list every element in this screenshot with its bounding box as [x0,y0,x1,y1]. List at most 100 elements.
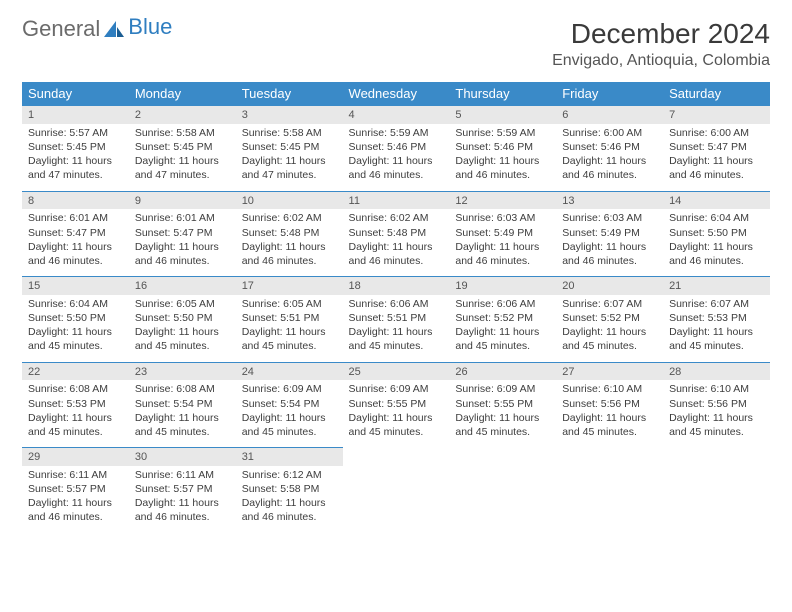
sunset-text: Sunset: 5:50 PM [669,226,764,240]
daylight-text: Daylight: 11 hours and 46 minutes. [242,496,337,524]
day-number-cell: 7 [663,106,770,124]
weekday-header: Friday [556,82,663,106]
daylight-text: Daylight: 11 hours and 45 minutes. [562,325,657,353]
day-number-cell: 30 [129,448,236,466]
day-info-cell: Sunrise: 5:58 AMSunset: 5:45 PMDaylight:… [236,124,343,191]
logo-sail-icon [102,19,128,39]
daylight-text: Daylight: 11 hours and 45 minutes. [135,325,230,353]
sunset-text: Sunset: 5:47 PM [28,226,123,240]
day-number-cell [449,448,556,466]
sunrise-text: Sunrise: 6:10 AM [562,382,657,396]
daylight-text: Daylight: 11 hours and 45 minutes. [349,325,444,353]
day-info-cell: Sunrise: 6:05 AMSunset: 5:50 PMDaylight:… [129,295,236,362]
day-info-row: Sunrise: 6:08 AMSunset: 5:53 PMDaylight:… [22,380,770,447]
sunrise-text: Sunrise: 6:07 AM [669,297,764,311]
day-number-row: 293031 [22,448,770,466]
daylight-text: Daylight: 11 hours and 45 minutes. [135,411,230,439]
day-number-cell: 27 [556,362,663,380]
day-info-cell: Sunrise: 6:10 AMSunset: 5:56 PMDaylight:… [663,380,770,447]
sunset-text: Sunset: 5:52 PM [562,311,657,325]
sunrise-text: Sunrise: 6:00 AM [669,126,764,140]
sunrise-text: Sunrise: 5:59 AM [349,126,444,140]
daylight-text: Daylight: 11 hours and 47 minutes. [28,154,123,182]
daylight-text: Daylight: 11 hours and 46 minutes. [349,154,444,182]
day-number-row: 22232425262728 [22,362,770,380]
calendar-body: 1234567Sunrise: 5:57 AMSunset: 5:45 PMDa… [22,106,770,533]
sunrise-text: Sunrise: 6:07 AM [562,297,657,311]
day-number-cell: 31 [236,448,343,466]
daylight-text: Daylight: 11 hours and 45 minutes. [562,411,657,439]
day-info-cell: Sunrise: 6:03 AMSunset: 5:49 PMDaylight:… [556,209,663,276]
daylight-text: Daylight: 11 hours and 46 minutes. [669,154,764,182]
day-info-cell: Sunrise: 6:03 AMSunset: 5:49 PMDaylight:… [449,209,556,276]
title-block: December 2024 Envigado, Antioquia, Colom… [552,18,770,70]
sunset-text: Sunset: 5:57 PM [28,482,123,496]
sunset-text: Sunset: 5:53 PM [669,311,764,325]
daylight-text: Daylight: 11 hours and 46 minutes. [242,240,337,268]
daylight-text: Daylight: 11 hours and 46 minutes. [562,240,657,268]
day-info-cell: Sunrise: 6:12 AMSunset: 5:58 PMDaylight:… [236,466,343,533]
sunset-text: Sunset: 5:55 PM [455,397,550,411]
day-info-cell: Sunrise: 5:59 AMSunset: 5:46 PMDaylight:… [449,124,556,191]
sunset-text: Sunset: 5:45 PM [28,140,123,154]
sunrise-text: Sunrise: 6:04 AM [28,297,123,311]
day-number-row: 15161718192021 [22,277,770,295]
daylight-text: Daylight: 11 hours and 46 minutes. [349,240,444,268]
day-info-cell [556,466,663,533]
day-info-cell: Sunrise: 6:11 AMSunset: 5:57 PMDaylight:… [129,466,236,533]
sunset-text: Sunset: 5:56 PM [669,397,764,411]
day-number-cell: 3 [236,106,343,124]
daylight-text: Daylight: 11 hours and 46 minutes. [28,240,123,268]
sunrise-text: Sunrise: 6:10 AM [669,382,764,396]
day-info-cell: Sunrise: 6:10 AMSunset: 5:56 PMDaylight:… [556,380,663,447]
sunrise-text: Sunrise: 6:03 AM [562,211,657,225]
sunset-text: Sunset: 5:49 PM [455,226,550,240]
day-info-cell: Sunrise: 6:08 AMSunset: 5:53 PMDaylight:… [22,380,129,447]
day-info-cell: Sunrise: 6:11 AMSunset: 5:57 PMDaylight:… [22,466,129,533]
daylight-text: Daylight: 11 hours and 46 minutes. [135,240,230,268]
sunrise-text: Sunrise: 6:05 AM [242,297,337,311]
sunset-text: Sunset: 5:45 PM [135,140,230,154]
daylight-text: Daylight: 11 hours and 45 minutes. [455,411,550,439]
day-info-row: Sunrise: 6:01 AMSunset: 5:47 PMDaylight:… [22,209,770,276]
sunrise-text: Sunrise: 6:05 AM [135,297,230,311]
sunset-text: Sunset: 5:56 PM [562,397,657,411]
day-number-cell: 26 [449,362,556,380]
weekday-header-row: Sunday Monday Tuesday Wednesday Thursday… [22,82,770,106]
day-number-cell: 29 [22,448,129,466]
sunset-text: Sunset: 5:51 PM [349,311,444,325]
day-number-cell: 4 [343,106,450,124]
daylight-text: Daylight: 11 hours and 46 minutes. [669,240,764,268]
daylight-text: Daylight: 11 hours and 45 minutes. [455,325,550,353]
daylight-text: Daylight: 11 hours and 45 minutes. [349,411,444,439]
day-number-cell: 20 [556,277,663,295]
sunset-text: Sunset: 5:52 PM [455,311,550,325]
day-number-cell: 2 [129,106,236,124]
day-info-cell: Sunrise: 5:59 AMSunset: 5:46 PMDaylight:… [343,124,450,191]
day-number-cell: 12 [449,191,556,209]
sunrise-text: Sunrise: 6:01 AM [28,211,123,225]
day-number-cell [343,448,450,466]
day-info-row: Sunrise: 6:11 AMSunset: 5:57 PMDaylight:… [22,466,770,533]
sunrise-text: Sunrise: 6:08 AM [28,382,123,396]
sunset-text: Sunset: 5:57 PM [135,482,230,496]
day-info-cell: Sunrise: 6:04 AMSunset: 5:50 PMDaylight:… [22,295,129,362]
day-number-cell: 17 [236,277,343,295]
sunset-text: Sunset: 5:45 PM [242,140,337,154]
sunset-text: Sunset: 5:46 PM [349,140,444,154]
day-number-cell: 21 [663,277,770,295]
day-info-cell: Sunrise: 6:09 AMSunset: 5:54 PMDaylight:… [236,380,343,447]
day-number-cell: 25 [343,362,450,380]
day-number-cell: 19 [449,277,556,295]
sunset-text: Sunset: 5:46 PM [562,140,657,154]
daylight-text: Daylight: 11 hours and 45 minutes. [669,325,764,353]
day-info-cell: Sunrise: 6:00 AMSunset: 5:47 PMDaylight:… [663,124,770,191]
day-info-row: Sunrise: 6:04 AMSunset: 5:50 PM Daylight:… [22,295,770,362]
sunset-text: Sunset: 5:55 PM [349,397,444,411]
day-info-row: Sunrise: 5:57 AMSunset: 5:45 PMDaylight:… [22,124,770,191]
day-info-cell: Sunrise: 6:05 AMSunset: 5:51 PMDaylight:… [236,295,343,362]
sunset-text: Sunset: 5:50 PM [28,311,123,325]
daylight-text: Daylight: 11 hours and 46 minutes. [455,240,550,268]
daylight-text: Daylight: 11 hours and 45 minutes. [242,325,337,353]
day-number-cell: 9 [129,191,236,209]
